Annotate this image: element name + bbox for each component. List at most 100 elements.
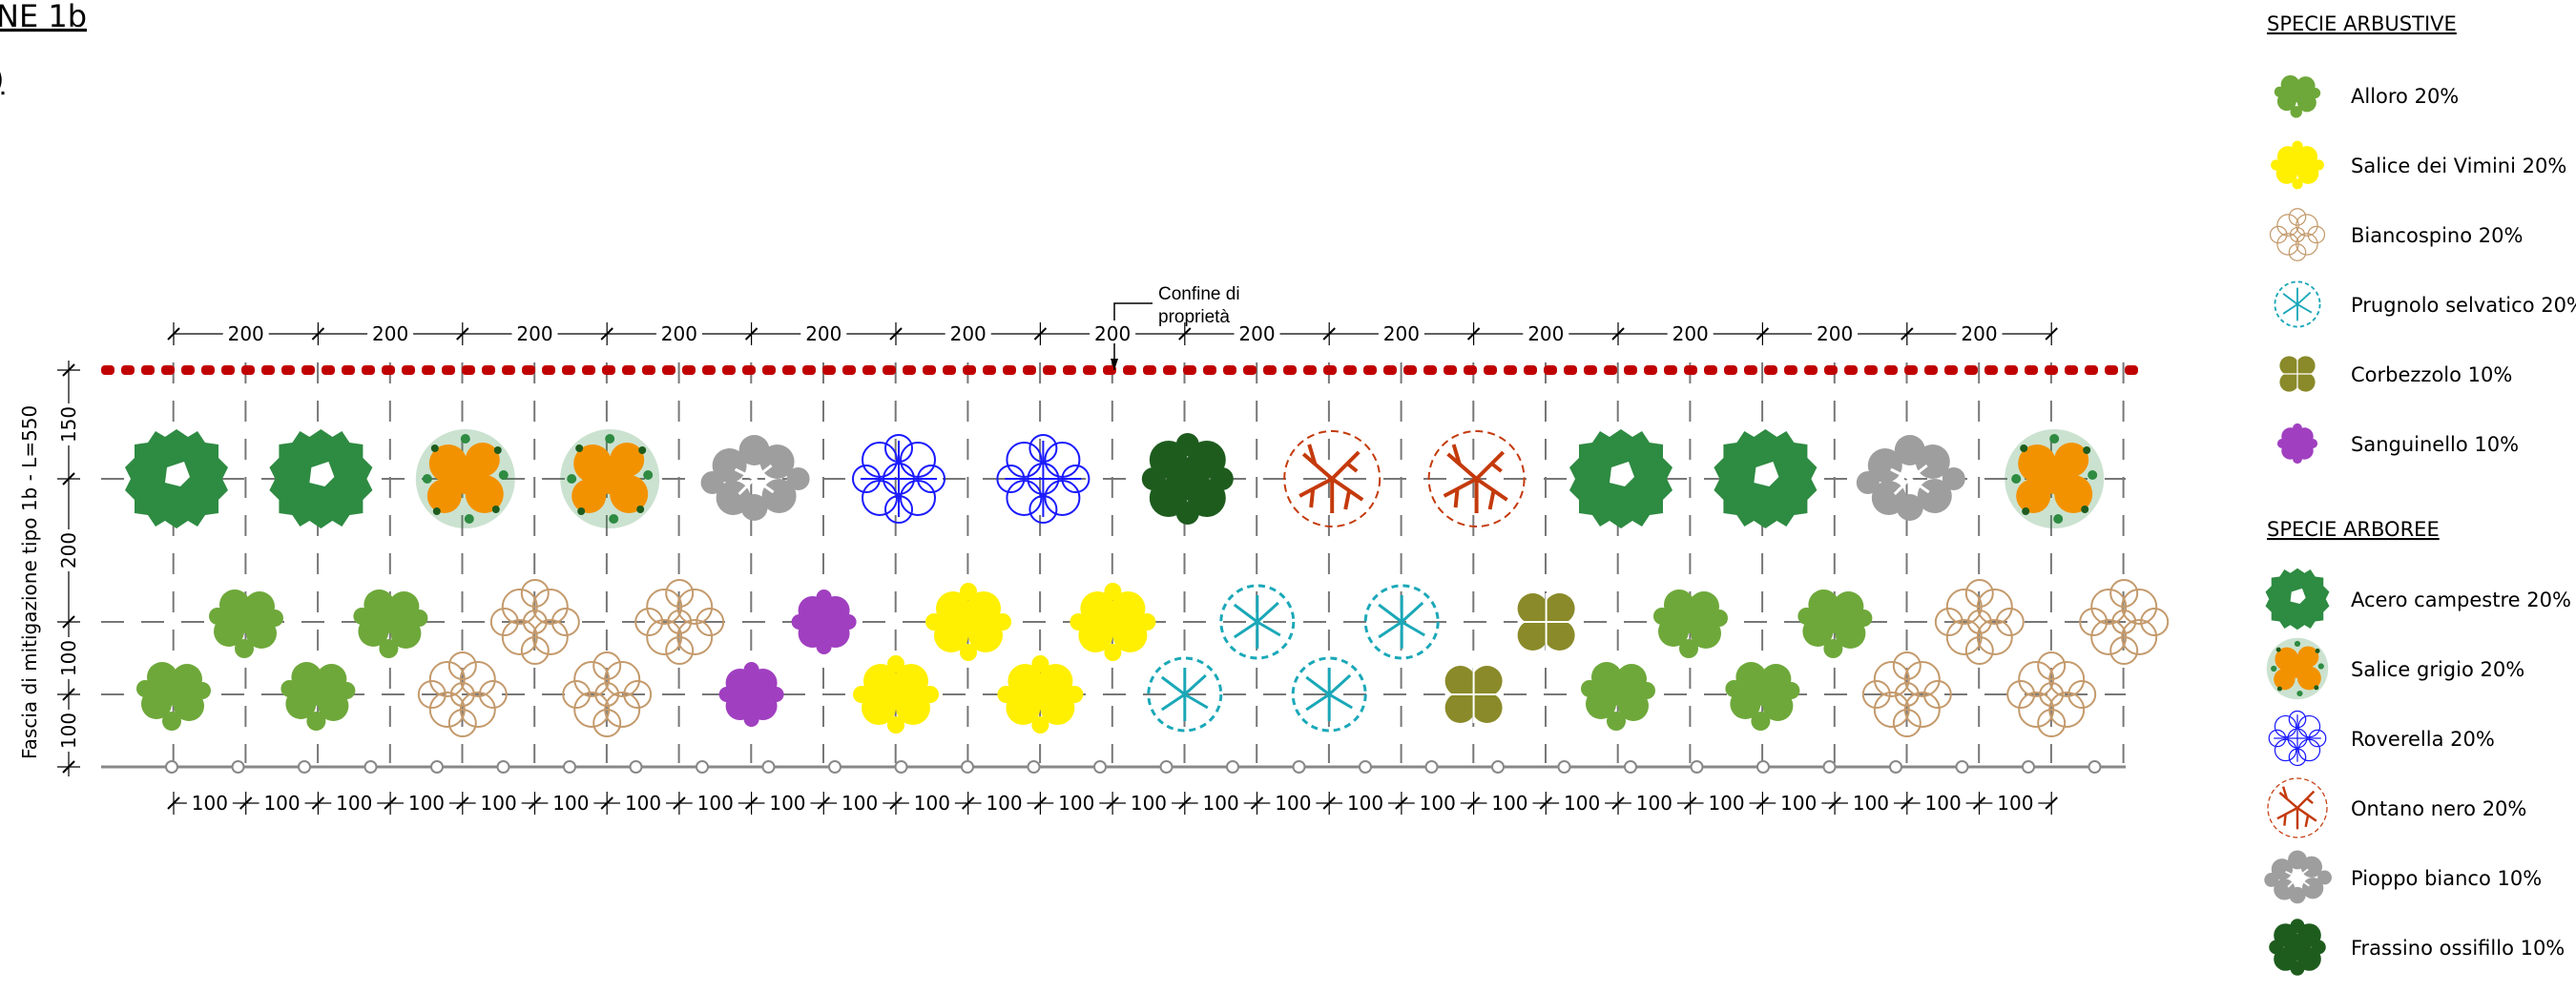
boundary-dash bbox=[1023, 365, 1036, 375]
bottom-dimension-value: 100 bbox=[1491, 792, 1527, 815]
shrub-lower-sanguinello bbox=[718, 662, 784, 727]
top-dimension-value: 200 bbox=[1238, 322, 1275, 345]
boundary-dash bbox=[1764, 365, 1777, 375]
boundary-dash bbox=[842, 365, 856, 375]
base-marker bbox=[1690, 760, 1704, 774]
boundary-dash bbox=[622, 365, 635, 375]
legend-label: Prugnolo selvatico 20% bbox=[2351, 294, 2576, 317]
boundary-dash bbox=[963, 365, 976, 375]
legend: SPECIE ARBUSTIVE Alloro 20% Salice dei Vi… bbox=[2263, 12, 2576, 976]
boundary-dash bbox=[1063, 365, 1076, 375]
tree-acero bbox=[1714, 429, 1818, 528]
base-marker bbox=[2088, 760, 2102, 774]
boundary-dash bbox=[482, 365, 495, 375]
boundary-dash bbox=[923, 365, 936, 375]
boundary-dash bbox=[1844, 365, 1858, 375]
boundary-dash bbox=[1363, 365, 1377, 375]
legend-label: Alloro 20% bbox=[2351, 85, 2459, 108]
boundary-dash bbox=[2005, 365, 2018, 375]
tree-roverella bbox=[996, 434, 1091, 524]
boundary-dash bbox=[1984, 365, 1998, 375]
tree-acero bbox=[1569, 429, 1672, 528]
boundary-dash bbox=[862, 365, 876, 375]
tree-salice-grigio bbox=[2005, 429, 2105, 528]
vertical-dimension-value: 100 bbox=[57, 713, 80, 749]
boundary-label-line1: Confine di bbox=[1158, 284, 1240, 304]
bottom-dimension-value: 100 bbox=[1564, 792, 1600, 815]
property-boundary-line bbox=[101, 365, 2138, 375]
boundary-dash bbox=[1003, 365, 1016, 375]
boundary-dash bbox=[662, 365, 675, 375]
vertical-dimension-value: 100 bbox=[57, 640, 80, 676]
bottom-dimension-value: 100 bbox=[481, 792, 517, 815]
boundary-dash bbox=[1824, 365, 1838, 375]
boundary-dash bbox=[1043, 365, 1056, 375]
base-marker bbox=[1359, 760, 1372, 774]
tree-pioppo bbox=[699, 433, 812, 523]
boundary-dash bbox=[582, 365, 595, 375]
boundary-dash bbox=[1644, 365, 1657, 375]
boundary-dash bbox=[462, 365, 475, 375]
boundary-dash bbox=[983, 365, 996, 375]
boundary-dash bbox=[1343, 365, 1357, 375]
shrub-lower-alloro bbox=[136, 662, 211, 731]
top-dimension-value: 200 bbox=[661, 322, 697, 345]
vertical-dimension-value: 200 bbox=[57, 532, 80, 568]
legend-trees: Acero campestre 20% Salice grigio 20% Rove… bbox=[2263, 568, 2571, 976]
boundary-dash bbox=[1403, 365, 1417, 375]
bottom-dimension-value: 100 bbox=[1780, 792, 1817, 815]
bottom-dimension-chain: 100 100 100 100 100 100 100 100 100 100 100 100 100 1… bbox=[167, 790, 2058, 815]
boundary-dash bbox=[221, 365, 235, 375]
boundary-dash bbox=[822, 365, 836, 375]
corbezzolo-icon bbox=[2278, 355, 2316, 393]
boundary-dash bbox=[241, 365, 255, 375]
frassino-icon bbox=[2269, 919, 2326, 976]
bottom-dimension-value: 100 bbox=[1275, 792, 1311, 815]
tree-frassino bbox=[1141, 433, 1234, 525]
boundary-dash bbox=[1664, 365, 1677, 375]
bottom-dimension-value: 100 bbox=[1420, 792, 1456, 815]
title-fragment: ) bbox=[0, 61, 4, 97]
shrub-lower-salice-vimini bbox=[997, 655, 1084, 734]
alloro-icon bbox=[2274, 74, 2321, 118]
shrub-lower-alloro bbox=[280, 662, 356, 731]
boundary-dash bbox=[2125, 365, 2138, 375]
base-marker bbox=[1756, 760, 1770, 774]
vertical-dimension-value: 150 bbox=[57, 406, 80, 443]
boundary-dash bbox=[382, 365, 395, 375]
base-marker bbox=[1624, 760, 1637, 774]
roverella-icon bbox=[2268, 710, 2327, 767]
boundary-dash bbox=[1864, 365, 1878, 375]
top-dimension-value: 200 bbox=[1961, 322, 1997, 345]
legend-shrubs: Alloro 20% Salice dei Vimini 20% Biancospi… bbox=[2269, 74, 2576, 465]
boundary-dash bbox=[1544, 365, 1557, 375]
mitigation-band-label: Fascia di mitigazione tipo 1b - L=550 bbox=[18, 405, 41, 759]
boundary-dash bbox=[522, 365, 535, 375]
trees-heading: SPECIE ARBOREE bbox=[2267, 518, 2440, 541]
shrub-upper-salice-vimini bbox=[925, 583, 1011, 661]
drawing-title: NE 1b bbox=[0, 0, 87, 34]
legend-label: Acero campestre 20% bbox=[2351, 589, 2571, 611]
shrub-upper-alloro bbox=[1797, 589, 1873, 658]
base-marker bbox=[1889, 760, 1902, 774]
boundary-dash bbox=[1303, 365, 1317, 375]
boundary-dash bbox=[742, 365, 756, 375]
acero-icon bbox=[2265, 568, 2330, 630]
base-marker bbox=[1491, 760, 1505, 774]
base-marker bbox=[1557, 760, 1571, 774]
boundary-callout: Confine di proprietà bbox=[1111, 284, 1240, 370]
bottom-dimension-value: 100 bbox=[336, 792, 372, 815]
boundary-dash bbox=[1704, 365, 1717, 375]
salice-grigio-icon bbox=[2266, 637, 2329, 700]
bottom-dimension-value: 100 bbox=[263, 792, 300, 815]
boundary-dash bbox=[642, 365, 655, 375]
boundary-dash bbox=[1744, 365, 1757, 375]
shrub-lower-alloro bbox=[1581, 662, 1655, 731]
legend-label: Corbezzolo 10% bbox=[2351, 363, 2512, 386]
boundary-dash bbox=[1504, 365, 1517, 375]
bottom-dimension-value: 100 bbox=[1203, 792, 1239, 815]
boundary-dash bbox=[1804, 365, 1818, 375]
boundary-dash bbox=[442, 365, 455, 375]
base-marker bbox=[364, 760, 378, 774]
base-marker bbox=[430, 760, 444, 774]
